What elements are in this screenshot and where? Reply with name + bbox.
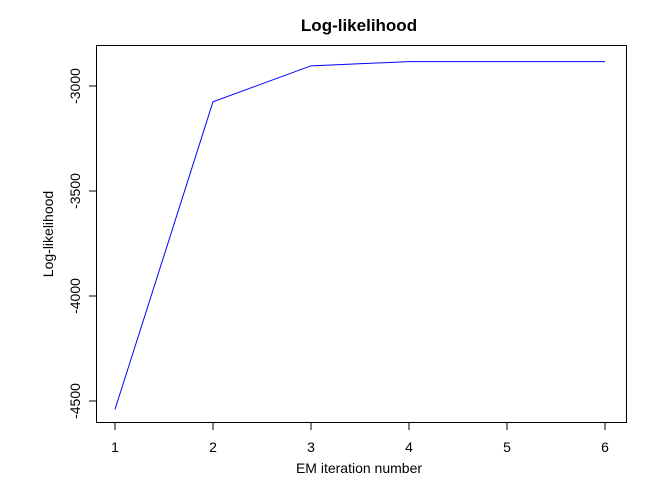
y-tick-label: -4000 <box>67 278 83 314</box>
y-axis-label: Log-likelihood <box>40 191 56 277</box>
x-tick-label: 2 <box>209 439 217 455</box>
x-tick-label: 6 <box>601 439 609 455</box>
y-tick-label: -3500 <box>67 173 83 209</box>
log-likelihood-line <box>114 61 605 410</box>
y-axis: -3000 -3500 -4000 -4500 <box>67 68 97 419</box>
x-tick-label: 4 <box>405 439 413 455</box>
x-tick-label: 3 <box>307 439 315 455</box>
plot-frame <box>96 45 627 423</box>
x-axis: 1 2 3 4 5 6 <box>111 422 609 455</box>
x-tick-label: 5 <box>503 439 511 455</box>
x-tick-label: 1 <box>111 439 119 455</box>
y-tick-label: -4500 <box>67 383 83 419</box>
x-axis-label: EM iteration number <box>296 460 422 476</box>
y-tick-label: -3000 <box>67 68 83 104</box>
chart-title: Log-likelihood <box>301 16 417 35</box>
